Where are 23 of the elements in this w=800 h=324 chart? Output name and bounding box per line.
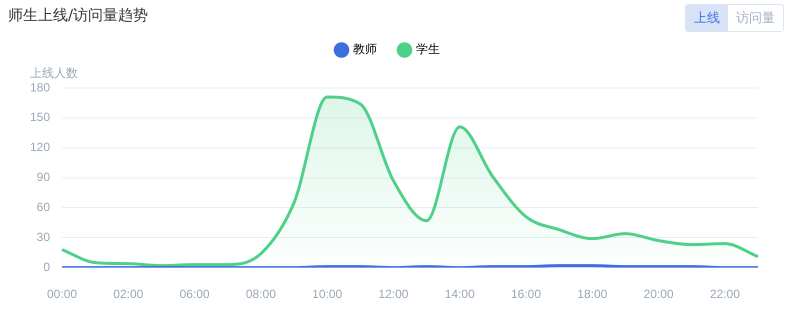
x-tick-label: 08:00 [246,287,276,302]
x-tick-label: 16:00 [510,287,542,302]
y-tick-label: 60 [36,200,50,214]
y-tick-label: 0 [43,260,50,274]
y-tick-label: 120 [30,140,50,154]
y-tick-label: 150 [30,110,50,124]
x-tick-label: 18:00 [577,287,608,302]
x-tick-label: 20:00 [644,287,674,302]
toggle-buttons: 上线 访问量 [685,4,784,32]
x-tick-label: 06:00 [180,287,210,302]
x-tick-label: 12:00 [378,287,409,302]
x-tick-label: 00:00 [47,287,78,302]
legend-label: 教师 [353,42,377,56]
legend-label: 学生 [416,42,440,56]
x-tick-label: 22:00 [710,287,740,302]
y-tick-label: 180 [30,80,50,94]
chart-title: 师生上线/访问量趋势 [8,6,148,25]
x-tick-label: 14:00 [444,287,476,302]
y-tick-label: 90 [36,170,50,184]
x-tick-label: 02:00 [113,287,144,302]
y-tick-label: 30 [36,230,50,244]
x-tick-label: 10:00 [312,287,342,302]
y-axis-title: 上线人数 [30,66,78,80]
